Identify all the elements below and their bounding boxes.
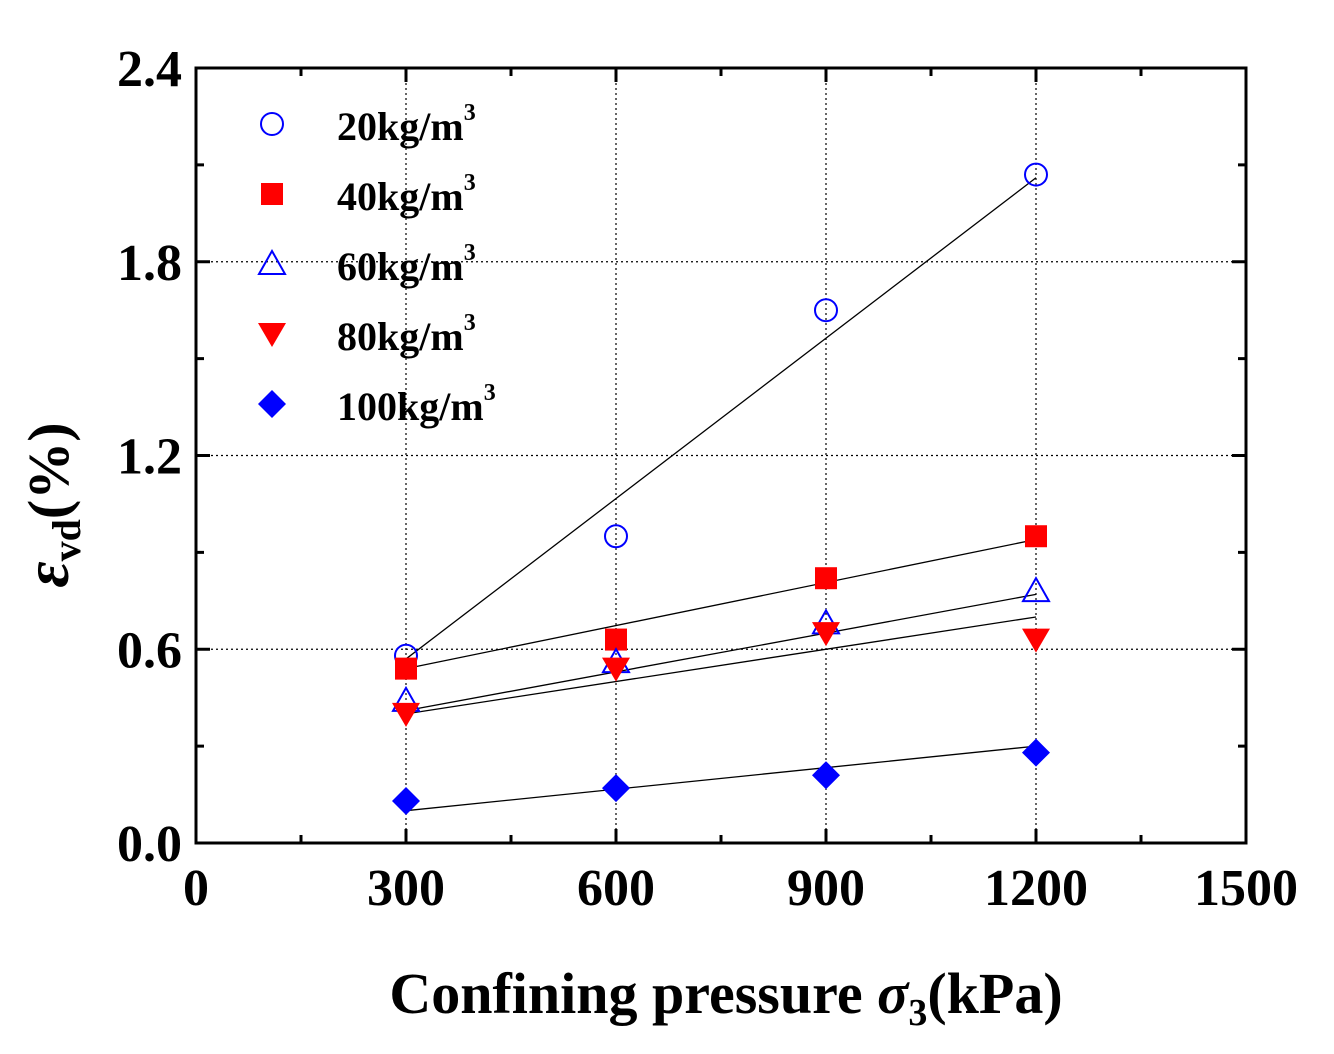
fit-line-20kgm [405, 177, 1037, 660]
data-point-40kgm-600 [605, 628, 627, 651]
legend-label-superscript: 3 [464, 100, 476, 126]
data-point-100kgm-600 [602, 774, 630, 803]
legend-label-text: 40kg/m [337, 174, 464, 219]
legend-marker-80kgm [258, 323, 286, 347]
data-point-80kgm-1200 [1022, 628, 1050, 653]
y-axis-title: εvd(%) [11, 422, 89, 587]
data-markers [391, 162, 1051, 816]
legend-label-60kgm: 60kg/m3 [337, 240, 476, 289]
data-point-100kgm-300 [392, 787, 420, 816]
legend-label-text: 20kg/m [337, 104, 464, 149]
x-axis-title-suffix: (kPa) [927, 961, 1062, 1026]
data-point-40kgm-1200 [1025, 525, 1047, 548]
legend-label-superscript: 3 [484, 380, 496, 406]
fit-line-40kgm [405, 538, 1037, 670]
legend-label-text: 100kg/m [337, 384, 484, 429]
legend-label-superscript: 3 [464, 240, 476, 266]
legend-label-superscript: 3 [464, 310, 476, 336]
legend-label-text: 80kg/m [337, 314, 464, 359]
y-axis-title-subscript: vd [44, 519, 89, 561]
y-tick-label-1.8: 1.8 [117, 235, 182, 292]
data-point-40kgm-300 [395, 657, 417, 680]
legend-label-20kgm: 20kg/m3 [337, 100, 476, 149]
x-axis-title-prefix: Confining pressure [389, 961, 877, 1026]
legend-label-40kgm: 40kg/m3 [337, 170, 476, 219]
legend-marker-60kgm [257, 248, 287, 275]
x-axis-title-subscript: 3 [908, 992, 927, 1034]
x-axis-title-symbol: σ [877, 961, 910, 1026]
data-point-80kgm-900 [812, 622, 840, 647]
data-point-20kgm-900 [814, 298, 838, 323]
y-tick-label-0.6: 0.6 [117, 622, 182, 679]
y-axis-title-suffix: (%) [16, 422, 81, 519]
x-tick-labels: 0 300 600 900 1200 1500 [183, 860, 1298, 917]
data-point-20kgm-1200 [1024, 162, 1048, 187]
legend-marker-20kgm [260, 112, 284, 136]
y-tick-label-0.0: 0.0 [117, 816, 182, 873]
data-point-40kgm-900 [815, 567, 837, 590]
tick-marks [194, 66, 1248, 845]
fit-line-80kgm [405, 616, 1037, 715]
data-point-20kgm-600 [604, 524, 628, 549]
data-point-60kgm-1200 [1021, 576, 1051, 603]
legend-label-text: 60kg/m [337, 244, 464, 289]
y-axis-title-symbol: ε [11, 561, 82, 587]
fit-line-60kgm [405, 593, 1037, 712]
y-tick-label-2.4: 2.4 [117, 41, 182, 98]
legend-label-superscript: 3 [464, 170, 476, 196]
data-point-80kgm-600 [602, 657, 630, 682]
data-point-100kgm-900 [812, 761, 840, 790]
x-tick-label-900: 900 [787, 860, 865, 917]
legend-marker-100kgm [258, 390, 286, 418]
legend-marker-40kgm [261, 183, 283, 205]
y-tick-label-1.2: 1.2 [117, 429, 182, 486]
data-point-80kgm-300 [392, 702, 420, 727]
fit-line-100kgm [405, 745, 1037, 812]
x-tick-label-1200: 1200 [984, 860, 1088, 917]
y-tick-labels: 0.0 0.6 1.2 1.8 2.4 [117, 41, 182, 873]
x-axis-title: Confining pressure σ3(kPa) [389, 961, 1062, 1034]
x-tick-label-0: 0 [183, 860, 209, 917]
x-tick-label-600: 600 [577, 860, 655, 917]
data-point-100kgm-1200 [1022, 738, 1050, 767]
legend-label-80kgm: 80kg/m3 [337, 310, 476, 359]
fit-lines [405, 177, 1037, 812]
legend-label-100kgm: 100kg/m3 [337, 380, 496, 429]
x-tick-label-300: 300 [367, 860, 445, 917]
x-tick-label-1500: 1500 [1194, 860, 1298, 917]
